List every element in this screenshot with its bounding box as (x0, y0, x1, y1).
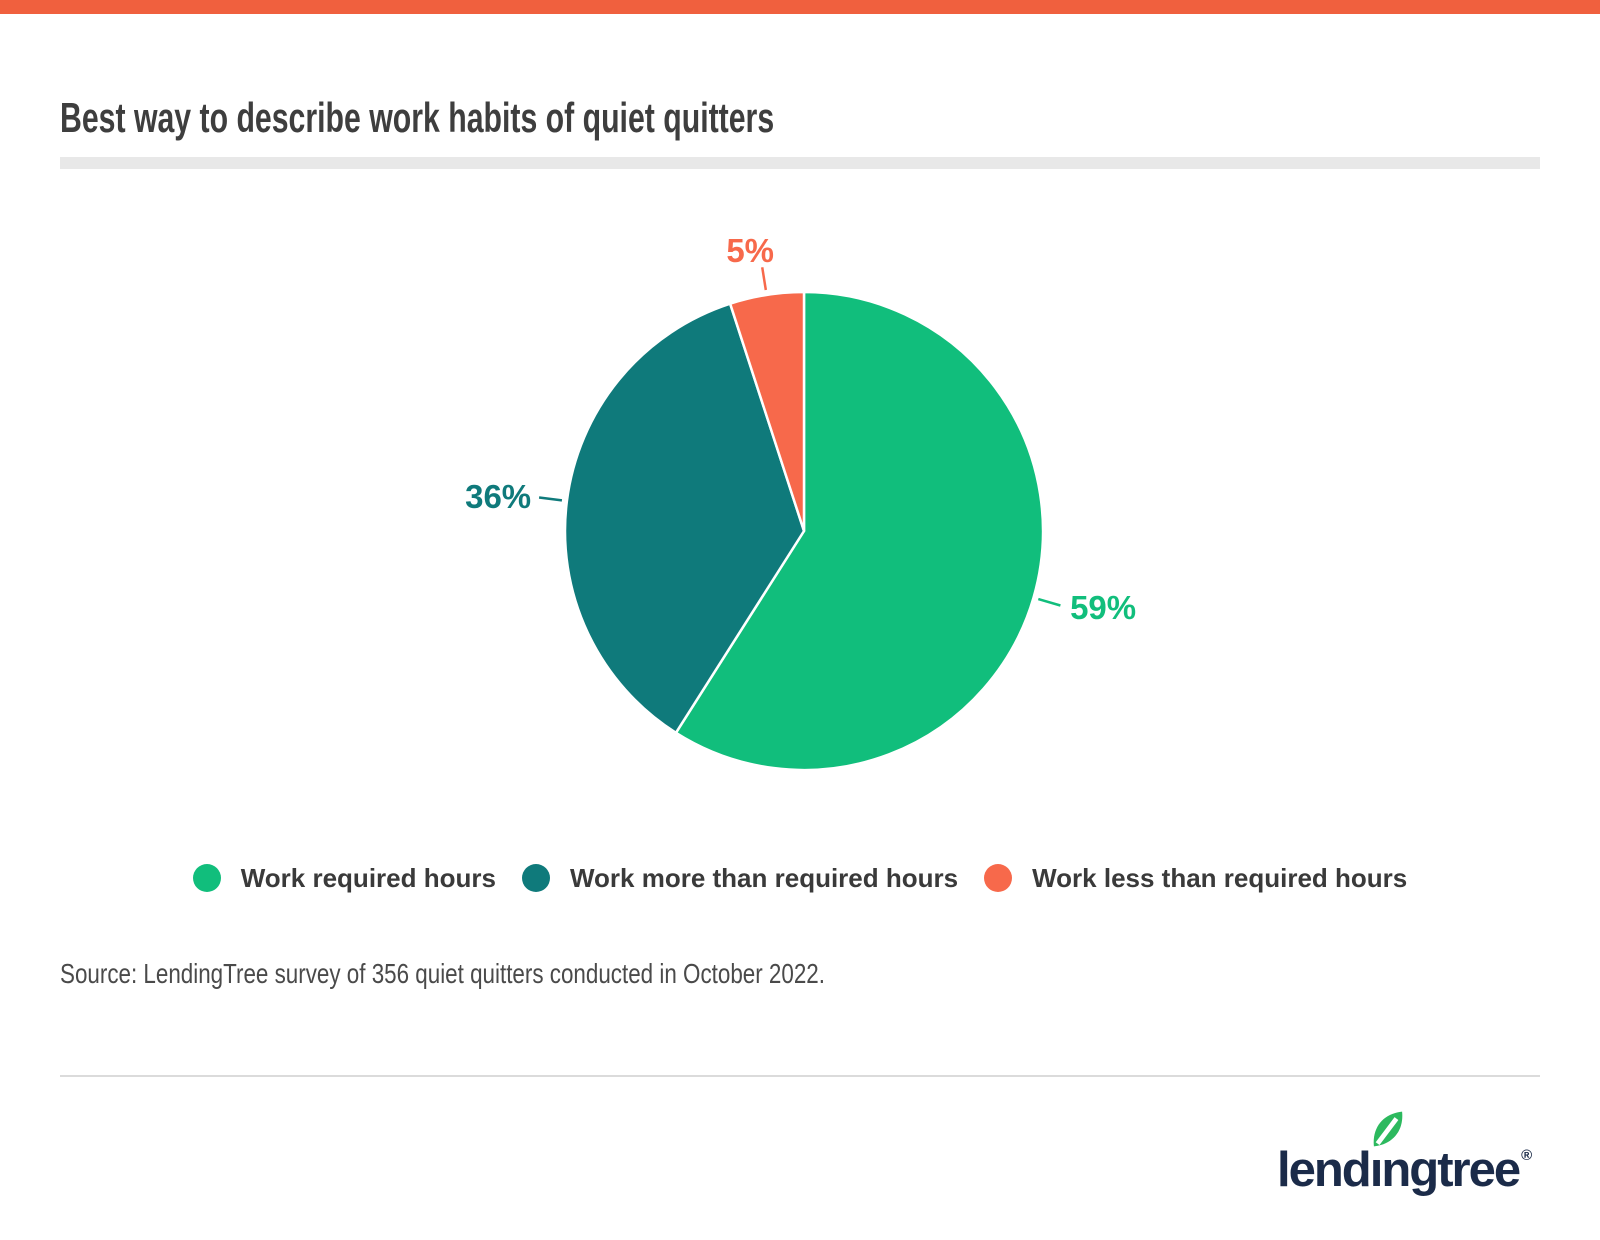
slice-tick-2 (538, 496, 563, 502)
lendingtree-logo: lendıngtree ® (1277, 1110, 1547, 1200)
legend-label-2: Work more than required hours (569, 862, 959, 893)
source-note: Source: LendingTree survey of 356 quiet … (60, 958, 825, 989)
legend-item-3: Work less than required hours (984, 863, 1407, 894)
top-accent-bar (0, 0, 1600, 14)
slice-tick-1 (1037, 597, 1061, 607)
chart-title: Best way to describe work habits of quie… (60, 94, 775, 141)
pie-slice-1 (674, 290, 1045, 772)
footer-divider (60, 1075, 1540, 1077)
legend-item-2: Work more than required hours (521, 862, 959, 894)
slice-percent-label-3: 5% (726, 232, 775, 270)
pie-slice-2 (563, 302, 806, 735)
legend-swatch-1 (192, 864, 221, 892)
slice-tick-3 (760, 267, 768, 291)
leaf-icon (1373, 1111, 1403, 1147)
legend-label-3: Work less than required hours (1032, 862, 1408, 893)
legend-swatch-3 (984, 864, 1013, 892)
legend-label-1: Work required hours (240, 862, 496, 893)
title-divider-bar (60, 157, 1540, 169)
pie-slice-3 (728, 290, 806, 533)
lendingtree-wordmark: lendıngtree ® (1277, 1143, 1533, 1197)
legend-item-1: Work required hours (192, 862, 496, 894)
legend-swatch-2 (521, 864, 550, 892)
slice-percent-label-1: 59% (1070, 588, 1137, 626)
registered-mark: ® (1521, 1147, 1533, 1164)
slice-percent-label-2: 36% (465, 477, 532, 515)
legend: Work required hours Work more than requir… (0, 858, 1600, 898)
